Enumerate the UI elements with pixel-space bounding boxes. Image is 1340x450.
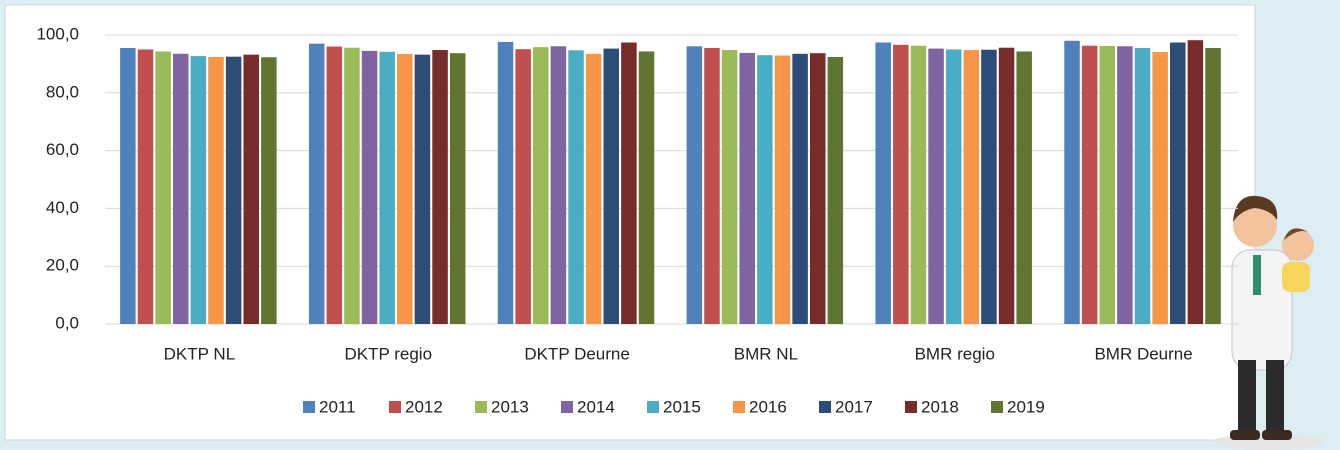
bar xyxy=(604,49,620,324)
bar xyxy=(792,54,808,324)
bar xyxy=(1016,51,1032,324)
y-tick-label: 60,0 xyxy=(46,140,79,159)
bar xyxy=(208,57,224,324)
bar xyxy=(1188,40,1204,324)
bar xyxy=(1135,48,1151,324)
bar xyxy=(981,50,997,324)
bar xyxy=(261,57,277,324)
page: {"chart_data": {"type": "bar", "categori… xyxy=(0,0,1340,450)
bar xyxy=(309,44,325,324)
legend-label: 2019 xyxy=(1007,397,1045,416)
x-tick-label: BMR NL xyxy=(734,344,798,363)
bar xyxy=(533,47,549,324)
bar xyxy=(568,50,584,324)
x-tick-label: DKTP Deurne xyxy=(524,344,630,363)
bar xyxy=(120,48,136,324)
legend-label: 2018 xyxy=(921,397,959,416)
bar xyxy=(739,53,755,324)
chart: 0,0 20,0 40,0 60,0 80,0 100,0 DKTP NL DKTP regi… xyxy=(0,0,1340,450)
legend-swatch xyxy=(389,401,401,413)
bar xyxy=(226,57,242,324)
legend-swatch xyxy=(561,401,573,413)
bar xyxy=(515,49,531,324)
x-tick-label: DKTP regio xyxy=(344,344,432,363)
legend-swatch xyxy=(905,401,917,413)
bar xyxy=(362,51,378,324)
y-tick-label: 80,0 xyxy=(46,82,79,101)
legend-swatch xyxy=(733,401,745,413)
bar xyxy=(946,49,962,324)
x-tick-label: BMR Deurne xyxy=(1094,344,1192,363)
legend-label: 2014 xyxy=(577,397,615,416)
bar xyxy=(1100,46,1116,324)
bar xyxy=(775,56,791,324)
legend-label: 2013 xyxy=(491,397,529,416)
bar xyxy=(432,50,448,324)
bar xyxy=(757,55,773,324)
x-tick-label: BMR regio xyxy=(915,344,995,363)
bar xyxy=(911,46,927,324)
bar xyxy=(1117,46,1133,324)
bar xyxy=(415,55,431,324)
bar xyxy=(1170,43,1186,324)
bar xyxy=(964,50,980,324)
legend-swatch xyxy=(991,401,1003,413)
legend-label: 2016 xyxy=(749,397,787,416)
y-tick-label: 100,0 xyxy=(36,24,79,43)
bar xyxy=(173,54,189,324)
legend-label: 2015 xyxy=(663,397,701,416)
y-tick-label: 20,0 xyxy=(46,256,79,275)
bar xyxy=(828,57,844,324)
bar xyxy=(551,46,567,324)
bar xyxy=(687,46,703,324)
bar xyxy=(243,55,259,324)
bar xyxy=(379,52,395,324)
bar xyxy=(928,49,944,324)
bar xyxy=(1152,52,1168,324)
bar xyxy=(498,42,514,324)
legend-label: 2011 xyxy=(319,397,356,416)
bar xyxy=(639,51,655,324)
y-tick-label: 40,0 xyxy=(46,198,79,217)
bar xyxy=(327,47,343,324)
bar xyxy=(450,53,466,324)
bar xyxy=(621,43,637,324)
bar xyxy=(586,54,602,324)
x-tick-label: DKTP NL xyxy=(164,344,236,363)
legend-swatch xyxy=(475,401,487,413)
legend-label: 2012 xyxy=(405,397,443,416)
bar xyxy=(1064,41,1080,324)
bar xyxy=(722,50,738,324)
bar xyxy=(397,54,413,324)
y-tick-label: 0,0 xyxy=(55,313,79,332)
legend-swatch xyxy=(647,401,659,413)
bar xyxy=(1082,46,1098,324)
bar xyxy=(1205,48,1221,324)
bar xyxy=(155,51,171,324)
legend-swatch xyxy=(303,401,315,413)
bar xyxy=(138,49,154,324)
bar xyxy=(893,45,909,324)
bar xyxy=(704,48,720,324)
bar xyxy=(810,53,826,324)
legend: 2011 2012 2013 2014 2015 2016 2017 2018 2019 xyxy=(303,397,1045,416)
bar xyxy=(191,56,207,324)
bar xyxy=(875,43,891,324)
bar xyxy=(999,48,1015,324)
legend-label: 2017 xyxy=(835,397,873,416)
legend-swatch xyxy=(819,401,831,413)
bar xyxy=(344,48,360,324)
